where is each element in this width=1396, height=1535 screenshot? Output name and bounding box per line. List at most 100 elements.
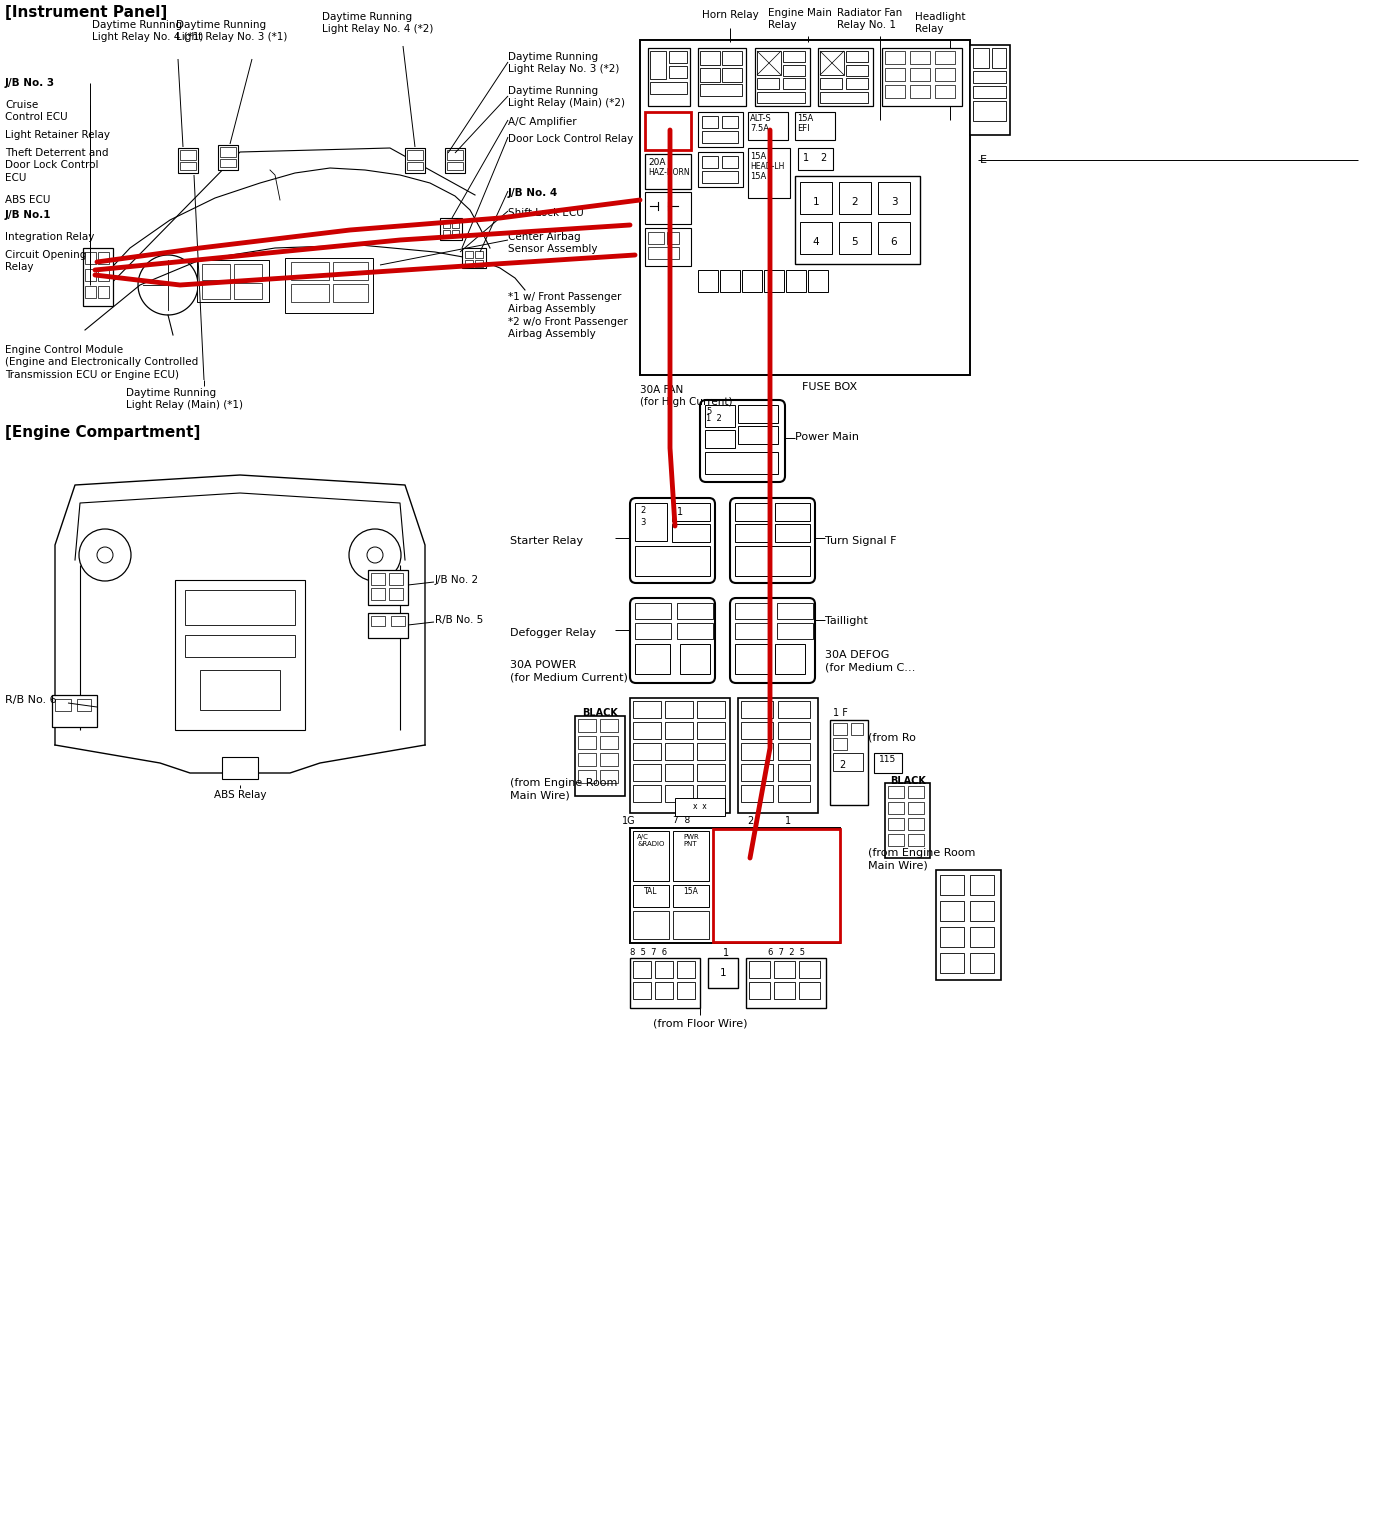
Bar xyxy=(713,829,840,942)
Bar xyxy=(940,927,965,947)
Text: WIPER: WIPER xyxy=(759,834,782,840)
Bar xyxy=(452,230,459,236)
Text: 8  5  7  6: 8 5 7 6 xyxy=(630,949,667,956)
Text: (from Floor Wire): (from Floor Wire) xyxy=(653,1018,747,1028)
Bar xyxy=(833,738,847,751)
Bar xyxy=(578,735,596,749)
Text: WIPER: WIPER xyxy=(800,834,822,840)
Bar xyxy=(819,92,868,103)
Bar xyxy=(202,264,230,279)
Bar xyxy=(669,66,687,78)
Text: 20A: 20A xyxy=(648,158,666,167)
Text: A/C Amplifier: A/C Amplifier xyxy=(508,117,577,127)
Bar xyxy=(750,982,771,999)
Bar xyxy=(882,48,962,106)
Bar xyxy=(98,269,109,281)
Bar xyxy=(783,64,805,77)
Bar xyxy=(773,982,794,999)
Text: 4: 4 xyxy=(812,236,819,247)
Bar xyxy=(973,101,1007,121)
Bar xyxy=(85,286,96,298)
Bar xyxy=(447,163,463,170)
Bar xyxy=(285,258,373,313)
Bar xyxy=(839,223,871,253)
FancyBboxPatch shape xyxy=(730,599,815,683)
Text: Horn Relay: Horn Relay xyxy=(702,11,758,20)
Text: PWR
PNT: PWR PNT xyxy=(683,834,699,847)
Bar xyxy=(221,160,236,167)
Bar xyxy=(698,270,718,292)
Bar xyxy=(671,523,711,542)
Bar xyxy=(778,701,810,718)
Text: 6: 6 xyxy=(891,236,898,247)
Bar xyxy=(697,721,725,738)
Bar xyxy=(748,112,787,140)
Bar xyxy=(180,150,195,160)
Bar xyxy=(885,68,905,81)
Text: Engine Control Module
(Engine and Electronically Controlled
Transmission ECU or : Engine Control Module (Engine and Electr… xyxy=(6,345,198,379)
Bar xyxy=(793,910,829,939)
Bar xyxy=(878,183,910,213)
Text: GAUGE: GAUGE xyxy=(719,834,744,840)
Text: 2: 2 xyxy=(852,196,859,207)
Text: HAZ-HORN: HAZ-HORN xyxy=(648,167,690,177)
Bar xyxy=(799,147,833,170)
Bar xyxy=(697,701,725,718)
Bar xyxy=(748,147,790,198)
Bar xyxy=(600,718,618,732)
Text: J/B No. 3: J/B No. 3 xyxy=(6,78,54,87)
Bar xyxy=(722,51,743,64)
Bar xyxy=(664,743,692,760)
Bar xyxy=(775,503,810,520)
Text: 5: 5 xyxy=(706,407,711,416)
Bar xyxy=(736,503,771,520)
Bar xyxy=(888,801,905,814)
Bar xyxy=(757,92,805,103)
Text: Daytime Running
Light Relay (Main) (*2): Daytime Running Light Relay (Main) (*2) xyxy=(508,86,625,109)
Bar xyxy=(85,269,96,281)
Bar xyxy=(736,603,771,619)
Bar xyxy=(52,695,96,728)
Text: Theft Deterrent and
Door Lock Control
ECU: Theft Deterrent and Door Lock Control EC… xyxy=(6,147,109,183)
Bar xyxy=(632,743,660,760)
Bar xyxy=(408,150,423,160)
Bar xyxy=(705,451,778,474)
Bar xyxy=(831,720,868,804)
Text: Taillight: Taillight xyxy=(825,616,868,626)
Bar xyxy=(578,718,596,732)
Bar xyxy=(741,764,773,781)
Bar xyxy=(671,503,711,520)
Text: ABS Relay: ABS Relay xyxy=(214,791,267,800)
Bar xyxy=(648,232,664,244)
Bar xyxy=(973,71,1007,83)
Bar xyxy=(677,982,695,999)
Bar xyxy=(648,48,690,106)
Text: BLACK: BLACK xyxy=(891,777,926,786)
Text: Light Retainer Relay: Light Retainer Relay xyxy=(6,130,110,140)
Text: 2: 2 xyxy=(839,760,845,771)
Text: 15A: 15A xyxy=(797,114,814,123)
Bar xyxy=(673,886,709,907)
Bar xyxy=(736,623,771,639)
Bar xyxy=(907,786,924,798)
Bar xyxy=(736,645,771,674)
Text: 15A: 15A xyxy=(764,887,779,895)
Polygon shape xyxy=(658,203,669,210)
Bar xyxy=(736,546,810,576)
Bar xyxy=(334,262,369,279)
Text: R/B No. 5: R/B No. 5 xyxy=(436,616,483,625)
Bar xyxy=(632,982,651,999)
Bar xyxy=(632,910,669,939)
Bar xyxy=(741,701,773,718)
Bar xyxy=(697,784,725,801)
Bar xyxy=(447,150,463,160)
Text: J/B No.1: J/B No.1 xyxy=(6,210,52,220)
Bar xyxy=(179,147,198,173)
Text: EFI: EFI xyxy=(797,124,810,134)
Bar xyxy=(578,754,596,766)
Bar xyxy=(839,183,871,213)
Bar xyxy=(186,589,295,625)
Text: 7.5A: 7.5A xyxy=(750,124,769,134)
Text: 1: 1 xyxy=(812,196,819,207)
Bar xyxy=(443,230,450,236)
